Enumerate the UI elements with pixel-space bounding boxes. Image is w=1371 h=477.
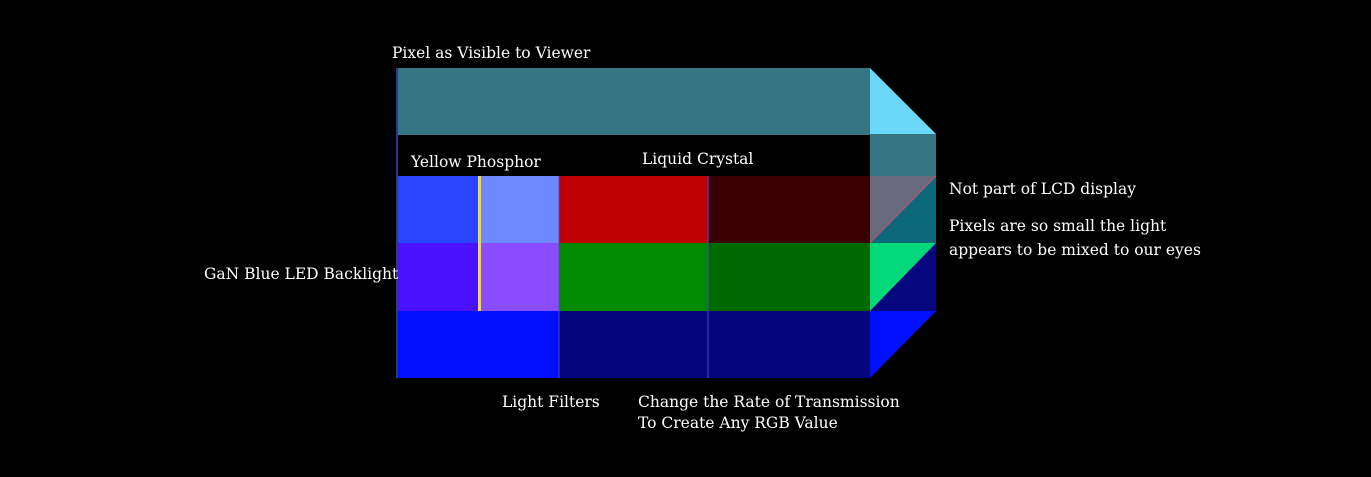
label-not-part-of-display: Not part of LCD display bbox=[949, 180, 1136, 198]
left-edge bbox=[396, 68, 398, 378]
blue-side-bevel bbox=[870, 311, 936, 378]
red-side-diagonal bbox=[869, 175, 937, 244]
green-filter bbox=[559, 243, 708, 311]
label-mixed-line-1: Pixels are so small the light bbox=[949, 217, 1167, 235]
viewer-pixel-side-column bbox=[870, 134, 936, 176]
label-mixed-line-2: appears to be mixed to our eyes bbox=[949, 241, 1201, 259]
backlight-row-1 bbox=[397, 176, 480, 243]
phosphor-row-1 bbox=[480, 176, 559, 243]
label-liquid-crystal: Liquid Crystal bbox=[642, 150, 754, 168]
green-side-bevel bbox=[870, 243, 936, 311]
blue-filter bbox=[559, 311, 708, 378]
label-change-line-2: To Create Any RGB Value bbox=[638, 414, 838, 432]
viewer-pixel-bevel bbox=[870, 68, 936, 134]
label-yellow-phosphor: Yellow Phosphor bbox=[411, 153, 541, 171]
backlight-row-3 bbox=[397, 311, 559, 378]
red-crystal bbox=[708, 176, 870, 243]
backlight-row-2 bbox=[397, 243, 480, 311]
green-crystal bbox=[708, 243, 870, 311]
label-light-filters: Light Filters bbox=[502, 393, 600, 411]
label-pixel-viewer: Pixel as Visible to Viewer bbox=[392, 44, 591, 62]
red-filter bbox=[559, 176, 708, 243]
yellow-phosphor-line bbox=[478, 176, 481, 311]
viewer-pixel-bar bbox=[397, 68, 870, 135]
blue-crystal bbox=[708, 311, 870, 378]
phosphor-row-2 bbox=[480, 243, 559, 311]
label-backlight: GaN Blue LED Backlight bbox=[204, 265, 399, 283]
label-change-line-1: Change the Rate of Transmission bbox=[638, 393, 900, 411]
